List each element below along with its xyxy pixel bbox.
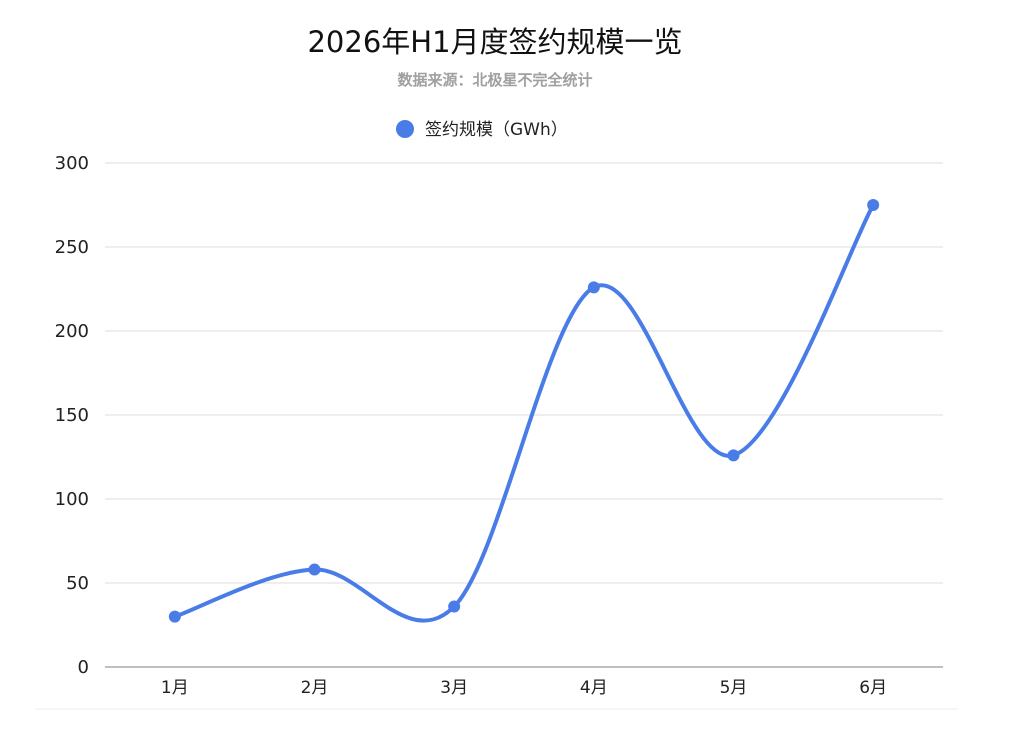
data-point-2月	[308, 563, 321, 576]
y-tick-label: 50	[66, 573, 89, 594]
series-line-group	[168, 199, 880, 623]
y-tick-label: 100	[55, 489, 89, 510]
y-tick-label: 0	[78, 657, 89, 678]
x-axis-ticks: 1月 2月 3月 4月 5月 6月	[161, 678, 887, 698]
x-tick-label: 3月	[440, 678, 468, 698]
x-tick-label: 6月	[859, 678, 887, 698]
chart-title: 2026年H1月度签约规模一览	[307, 25, 682, 59]
y-tick-label: 300	[55, 153, 89, 174]
legend-marker	[396, 120, 414, 138]
y-tick-label: 150	[55, 405, 89, 426]
data-point-4月	[587, 281, 600, 294]
x-tick-label: 5月	[720, 678, 748, 698]
y-tick-label: 200	[55, 321, 89, 342]
y-tick-label: 250	[55, 237, 89, 258]
legend-label: 签约规模（GWh）	[425, 120, 568, 140]
series-line-0	[172, 203, 876, 623]
legend[interactable]: 签约规模（GWh）	[396, 120, 568, 140]
data-point-3月	[448, 600, 461, 613]
data-point-6月	[867, 199, 880, 211]
chart-subtitle: 数据来源：北极星不完全统计	[397, 71, 592, 89]
y-axis-ticks: 0 50 100 150 200 250 300	[55, 153, 89, 678]
x-tick-label: 1月	[161, 678, 189, 698]
data-point-1月	[168, 610, 181, 623]
gridlines	[105, 162, 943, 584]
x-tick-label: 4月	[580, 678, 608, 698]
x-tick-label: 2月	[301, 678, 329, 698]
data-point-5月	[727, 449, 740, 462]
